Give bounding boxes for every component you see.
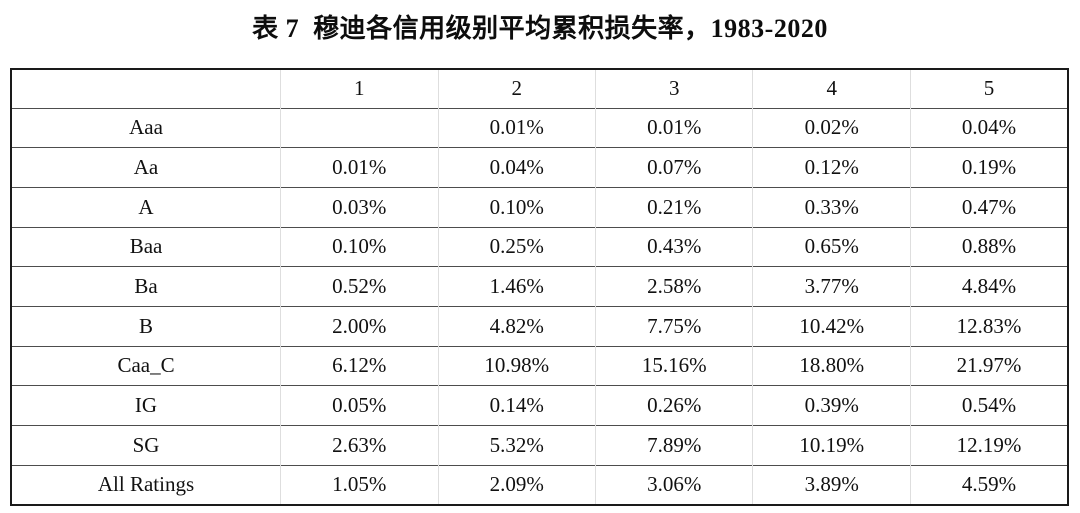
row-label-cell: B [11, 305, 281, 347]
value-cell: 10.42% [752, 305, 911, 347]
value-cell: 10.98% [437, 345, 596, 386]
table-body: Aaa 0.01% 0.01% 0.02% 0.04% Aa 0.01% 0.04% 0.07%… [11, 107, 1068, 505]
table-row: Baa 0.10% 0.25% 0.43% 0.65% 0.88% [11, 226, 1068, 267]
value-cell: 1.46% [437, 266, 596, 307]
value-cell: 0.04% [909, 107, 1068, 148]
value-cell: 2.63% [280, 425, 439, 466]
header-cell-year-3: 3 [594, 69, 753, 108]
value-cell: 12.19% [909, 425, 1068, 466]
value-cell: 0.05% [280, 385, 439, 426]
value-cell: 0.39% [752, 385, 911, 426]
value-cell: 2.09% [437, 464, 596, 505]
value-cell: 0.04% [437, 147, 596, 188]
value-cell: 2.58% [594, 266, 753, 307]
value-cell: 2.00% [280, 305, 439, 347]
row-label-cell: All Ratings [11, 464, 281, 505]
value-cell: 0.01% [280, 147, 439, 188]
value-cell: 0.65% [752, 226, 911, 267]
value-cell: 0.47% [909, 186, 1068, 228]
table-row: Ba 0.52% 1.46% 2.58% 3.77% 4.84% [11, 266, 1068, 307]
value-cell: 0.25% [437, 226, 596, 267]
value-cell: 0.21% [594, 186, 753, 228]
value-cell: 10.19% [752, 425, 911, 466]
value-cell: 0.01% [594, 107, 753, 148]
value-cell: 0.01% [437, 107, 596, 148]
value-cell: 6.12% [280, 345, 439, 386]
row-label-cell: Ba [11, 266, 281, 307]
header-cell-year-5: 5 [909, 69, 1068, 108]
row-label-cell: A [11, 186, 281, 228]
value-cell: 0.10% [437, 186, 596, 228]
row-label-cell: Aa [11, 147, 281, 188]
table-row: All Ratings 1.05% 2.09% 3.06% 3.89% 4.59% [11, 464, 1068, 505]
value-cell: 7.75% [594, 305, 753, 347]
row-label-cell: Baa [11, 226, 281, 267]
value-cell: 1.05% [280, 464, 439, 505]
value-cell: 0.43% [594, 226, 753, 267]
value-cell: 0.54% [909, 385, 1068, 426]
value-cell: 0.19% [909, 147, 1068, 188]
value-cell: 4.84% [909, 266, 1068, 307]
header-cell-rating [11, 69, 281, 108]
value-cell: 0.10% [280, 226, 439, 267]
value-cell: 3.06% [594, 464, 753, 505]
value-cell: 0.26% [594, 385, 753, 426]
row-label-cell: Caa_C [11, 345, 281, 386]
row-label-cell: SG [11, 425, 281, 466]
header-cell-year-4: 4 [752, 69, 911, 108]
value-cell: 4.82% [437, 305, 596, 347]
table-row: B 2.00% 4.82% 7.75% 10.42% 12.83% [11, 305, 1068, 347]
table-row: Aa 0.01% 0.04% 0.07% 0.12% 0.19% [11, 147, 1068, 188]
table-row: A 0.03% 0.10% 0.21% 0.33% 0.47% [11, 186, 1068, 228]
value-cell: 7.89% [594, 425, 753, 466]
value-cell: 0.02% [752, 107, 911, 148]
value-cell: 0.88% [909, 226, 1068, 267]
value-cell: 5.32% [437, 425, 596, 466]
table-row: Caa_C 6.12% 10.98% 15.16% 18.80% 21.97% [11, 345, 1068, 386]
value-cell: 4.59% [909, 464, 1068, 505]
table-row: Aaa 0.01% 0.01% 0.02% 0.04% [11, 107, 1068, 148]
value-cell: 3.77% [752, 266, 911, 307]
value-cell: 15.16% [594, 345, 753, 386]
value-cell: 12.83% [909, 305, 1068, 347]
value-cell: 0.07% [594, 147, 753, 188]
value-cell: 0.33% [752, 186, 911, 228]
value-cell [280, 107, 439, 148]
page-title: 表 7 穆迪各信用级别平均累积损失率，1983-2020 [252, 14, 828, 43]
value-cell: 21.97% [909, 345, 1068, 386]
header-cell-year-1: 1 [280, 69, 439, 108]
value-cell: 0.52% [280, 266, 439, 307]
value-cell: 3.89% [752, 464, 911, 505]
row-label-cell: Aaa [11, 107, 281, 148]
value-cell: 0.14% [437, 385, 596, 426]
table-row: IG 0.05% 0.14% 0.26% 0.39% 0.54% [11, 385, 1068, 426]
value-cell: 0.12% [752, 147, 911, 188]
row-label-cell: IG [11, 385, 281, 426]
header-cell-year-2: 2 [437, 69, 596, 108]
table-row: SG 2.63% 5.32% 7.89% 10.19% 12.19% [11, 425, 1068, 466]
value-cell: 0.03% [280, 186, 439, 228]
value-cell: 18.80% [752, 345, 911, 386]
